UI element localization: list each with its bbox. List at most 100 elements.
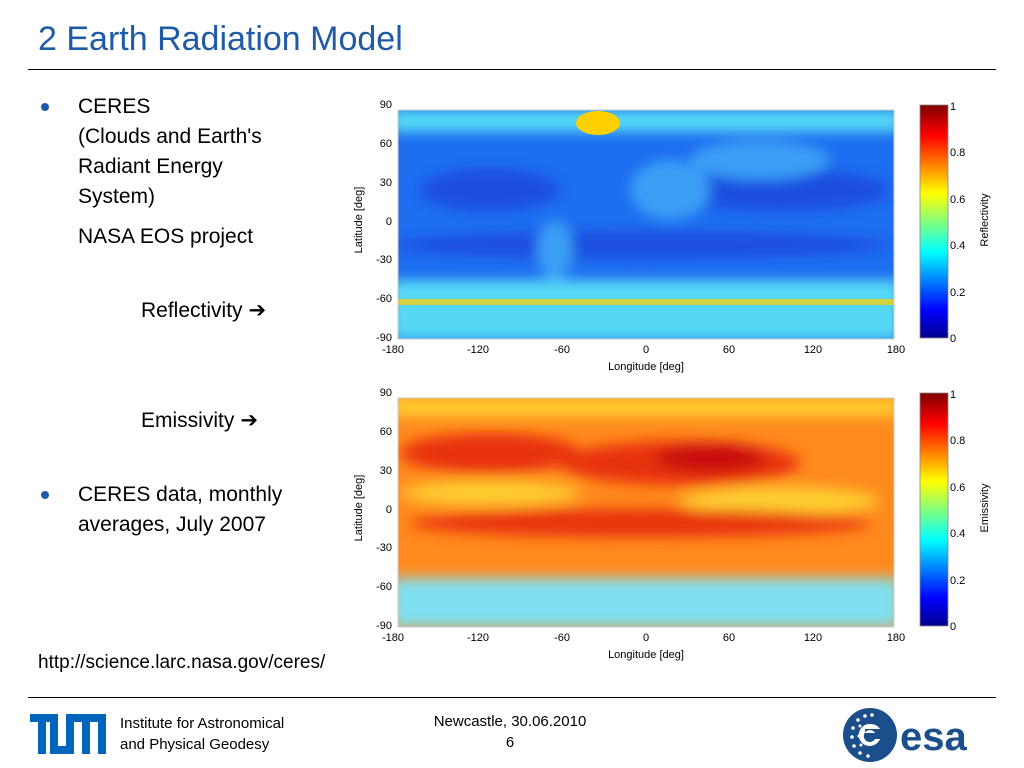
colorbar <box>919 104 949 339</box>
y-tick: 90 <box>380 99 392 111</box>
institute-name: Institute for Astronomical and Physical … <box>120 713 284 755</box>
x-tick-labels: -180 -120 -60 0 60 120 180 <box>382 344 905 356</box>
y-tick: -30 <box>376 542 392 554</box>
institute-line: and Physical Geodesy <box>120 736 270 753</box>
colorbar-tick: 0.4 <box>950 240 965 252</box>
y-tick: -90 <box>376 332 392 344</box>
cloud-patch <box>630 160 710 220</box>
polar-band <box>398 280 894 339</box>
footer-center: Newcastle, 30.06.2010 6 <box>400 711 620 753</box>
colorbar-tick: 1 <box>950 101 956 113</box>
colorbar-ticks: 1 0.8 0.6 0.4 0.2 0 <box>950 101 965 345</box>
reflectivity-label: Reflectivity ➔ <box>141 295 266 326</box>
ocean-patch <box>670 168 890 212</box>
tum-logo-shapes <box>30 714 106 754</box>
polar-band <box>398 110 894 132</box>
y-tick: 0 <box>386 216 392 228</box>
polar-band <box>398 398 894 416</box>
esa-logo: esa <box>843 708 967 762</box>
emissivity-map-field <box>398 398 894 627</box>
bullet-line: CERES <box>78 95 151 118</box>
bullet-marker <box>41 103 49 111</box>
page-number: 6 <box>505 734 515 751</box>
esa-globe-icon <box>843 708 897 762</box>
bullet-line: Radiant Energy <box>78 155 223 178</box>
y-tick: -30 <box>376 254 392 266</box>
x-tick: -180 <box>382 632 404 644</box>
x-tick: 0 <box>643 632 649 644</box>
x-tick: -120 <box>467 344 489 356</box>
bullet-line: (Clouds and Earth's <box>78 125 262 148</box>
y-tick-labels: 90 60 30 0 -30 -60 -90 <box>376 99 392 344</box>
institute-line: Institute for Astronomical <box>120 715 285 732</box>
colorbar-tick: 0.2 <box>950 287 965 299</box>
colorbar-tick: 0.8 <box>950 435 965 447</box>
ice-patch <box>576 111 620 135</box>
y-tick: 60 <box>380 426 392 438</box>
x-tick: 0 <box>643 344 649 356</box>
colorbar <box>919 392 949 627</box>
source-link[interactable]: http://science.larc.nasa.gov/ceres/ <box>38 652 326 673</box>
y-tick: -60 <box>376 293 392 305</box>
ice-band <box>398 299 894 305</box>
colorbar-label: Emissivity <box>979 483 991 532</box>
title-divider <box>28 69 996 70</box>
colorbar-tick: 0 <box>950 333 956 345</box>
colorbar-tick: 0 <box>950 621 956 633</box>
arrow-right-icon: ➔ <box>240 408 258 432</box>
x-tick: -180 <box>382 344 404 356</box>
polar-band <box>398 578 894 627</box>
reflectivity-map-figure: 90 60 30 0 -30 -60 -90 -180 -120 -60 0 6… <box>353 99 991 373</box>
y-tick: -90 <box>376 620 392 632</box>
cloud-patch <box>537 220 573 280</box>
reflectivity-map-field <box>398 110 894 339</box>
colorbar-tick: 0.4 <box>950 528 965 540</box>
ocean-patch <box>398 231 890 259</box>
x-axis-label: Longitude [deg] <box>608 361 684 373</box>
yellow-patch <box>680 487 880 515</box>
y-tick: 90 <box>380 387 392 399</box>
colorbar-tick: 0.6 <box>950 482 965 494</box>
y-tick: 30 <box>380 465 392 477</box>
colorbar-tick: 0.2 <box>950 575 965 587</box>
bullet-sub-nasa: NASA EOS project <box>78 225 254 248</box>
arrow-right-icon: ➔ <box>248 298 267 322</box>
hotter-patch <box>655 444 765 472</box>
x-tick: 60 <box>723 344 735 356</box>
tum-logo <box>30 714 106 754</box>
yellow-patch <box>400 481 580 505</box>
x-tick-labels: -180 -120 -60 0 60 120 180 <box>382 632 905 644</box>
emissivity-label: Emissivity ➔ <box>141 405 258 436</box>
x-tick: 120 <box>804 632 822 644</box>
y-axis-label: Latitude [deg] <box>353 187 365 254</box>
location-date: Newcastle, 30.06.2010 <box>433 713 587 730</box>
colorbar-ticks: 1 0.8 0.6 0.4 0.2 0 <box>950 389 965 633</box>
y-tick: 60 <box>380 138 392 150</box>
ocean-patch <box>420 168 560 212</box>
colorbar-label: Reflectivity <box>979 193 991 247</box>
bullet-line: averages, July 2007 <box>78 513 266 536</box>
hot-patch <box>400 433 580 473</box>
x-tick: 180 <box>887 344 905 356</box>
bullet-line: CERES data, monthly <box>78 483 283 506</box>
hot-patch <box>410 509 870 537</box>
x-tick: 60 <box>723 632 735 644</box>
emissivity-label-text: Emissivity <box>141 409 235 432</box>
y-tick: 0 <box>386 504 392 516</box>
colorbar-tick: 1 <box>950 389 956 401</box>
footer-divider <box>28 697 996 698</box>
x-tick: 180 <box>887 632 905 644</box>
y-axis-label: Latitude [deg] <box>353 475 365 542</box>
x-tick: 120 <box>804 344 822 356</box>
map-frame <box>397 397 895 628</box>
x-tick: -60 <box>554 344 570 356</box>
bullet-ceres-data: CERES data, monthly averages, July 2007 <box>78 480 282 540</box>
bullet-line: System) <box>78 185 156 208</box>
esa-globe-pattern <box>850 713 880 758</box>
x-tick: -60 <box>554 632 570 644</box>
slide-title: 2 Earth Radiation Model <box>38 20 403 58</box>
reflectivity-label-text: Reflectivity <box>141 299 243 322</box>
x-tick: -120 <box>467 632 489 644</box>
x-axis-label: Longitude [deg] <box>608 649 684 661</box>
map-frame <box>397 109 895 340</box>
